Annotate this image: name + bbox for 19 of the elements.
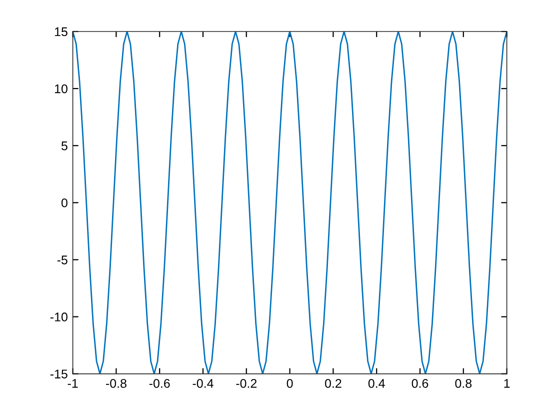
x-tick-label: -1 bbox=[68, 379, 78, 388]
x-tick-label: 0.4 bbox=[368, 378, 385, 388]
line-series bbox=[72, 32, 507, 374]
y-tick-label: 5 bbox=[61, 142, 68, 150]
x-tick-label: -0.2 bbox=[236, 378, 257, 388]
x-tick-label: 0.8 bbox=[455, 378, 472, 388]
y-tick-label: 10 bbox=[54, 84, 68, 94]
x-tick-label: -0.8 bbox=[106, 378, 126, 388]
y-tick-label: -10 bbox=[50, 312, 68, 322]
y-tick-label: 0 bbox=[61, 198, 68, 208]
x-tick-label: 0 bbox=[286, 378, 293, 388]
x-tick-label: -0.6 bbox=[149, 378, 170, 388]
x-tick-label: -0.4 bbox=[192, 378, 214, 388]
y-tick-label: -15 bbox=[50, 370, 68, 378]
y-tick-label: 15 bbox=[54, 27, 68, 36]
x-tick-label: 0.2 bbox=[325, 378, 342, 388]
y-tick-label: -5 bbox=[57, 256, 68, 264]
x-tick-label: 0.6 bbox=[412, 378, 428, 388]
x-tick-label: 1 bbox=[504, 379, 510, 388]
